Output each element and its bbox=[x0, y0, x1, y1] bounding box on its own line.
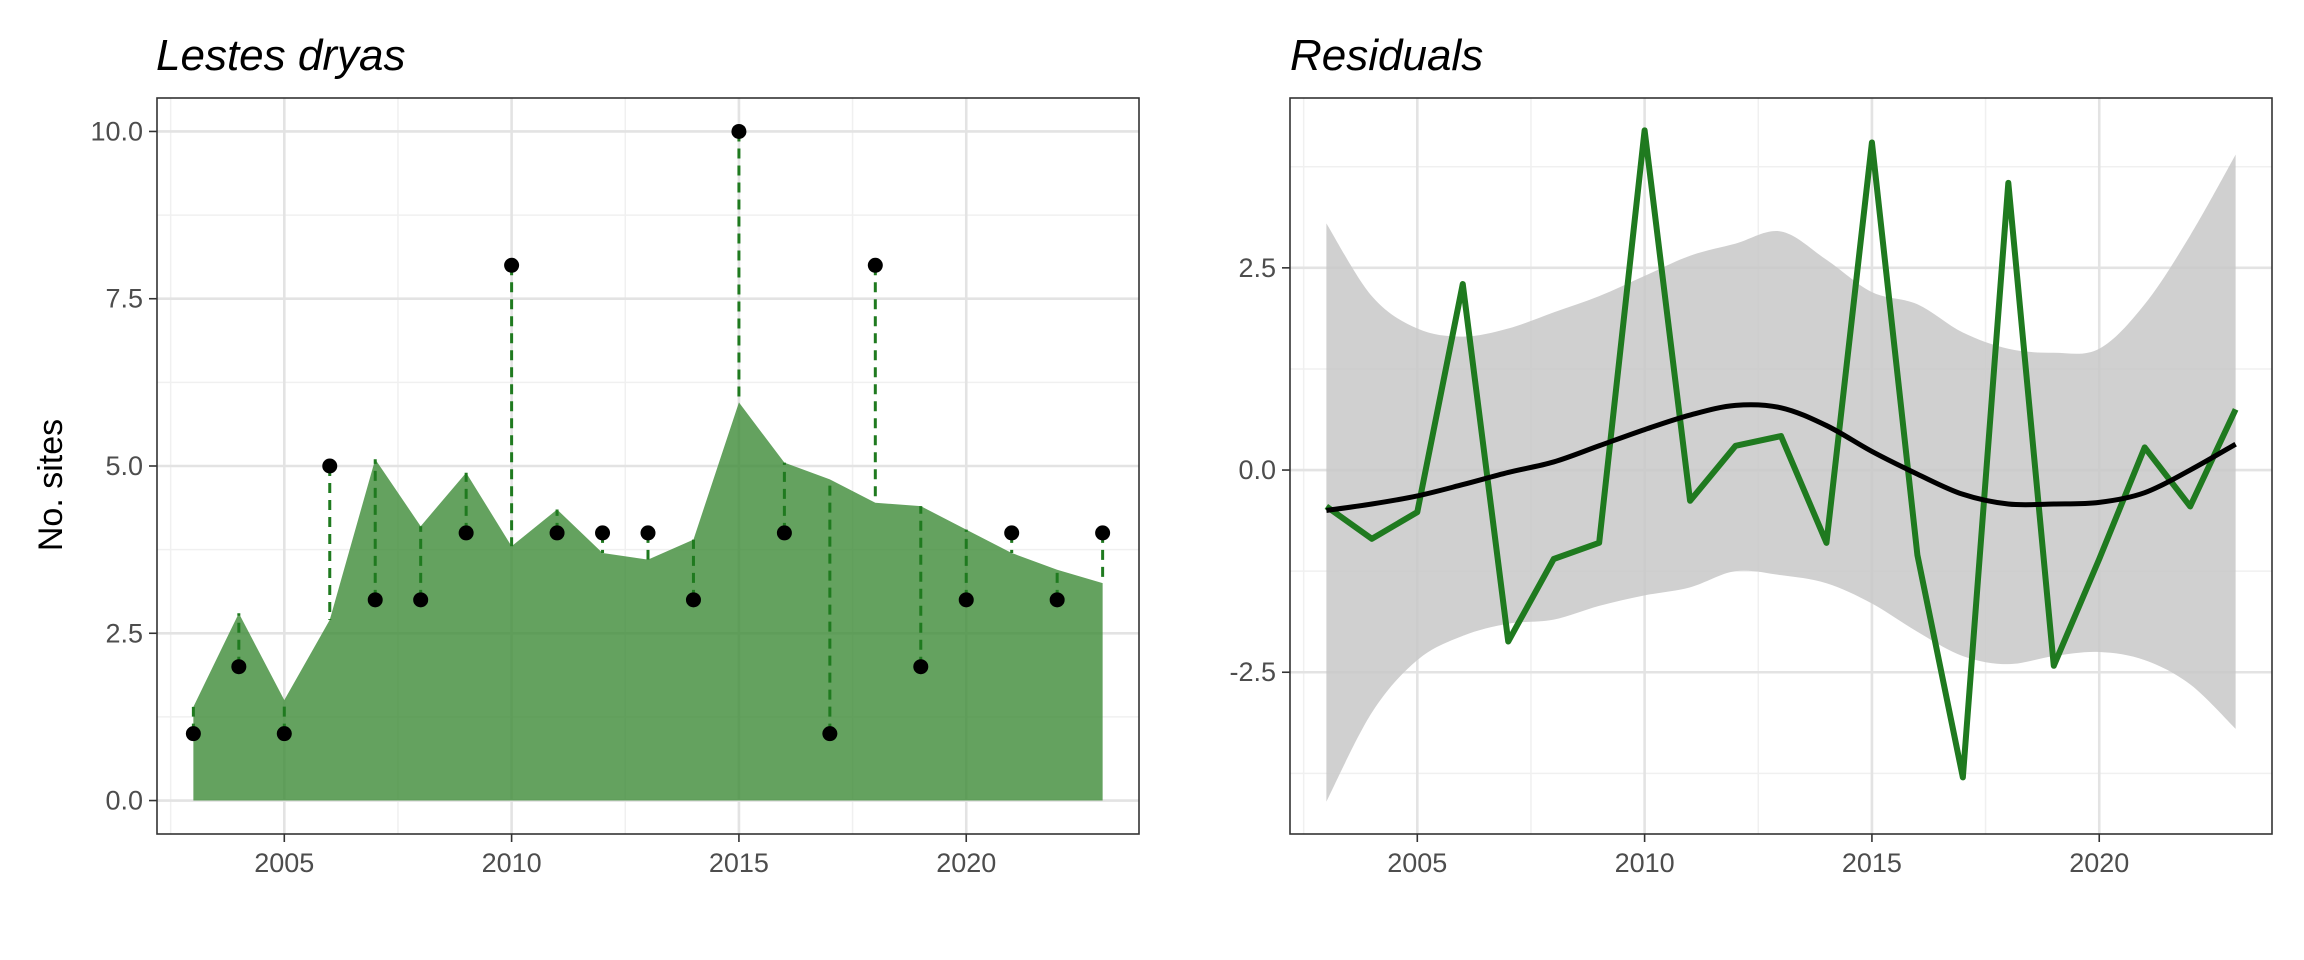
observed-point bbox=[185, 726, 201, 742]
observed-point bbox=[504, 257, 520, 273]
residual-line-layer bbox=[1324, 127, 2239, 781]
x-tick-label: 2010 bbox=[482, 848, 542, 878]
x-tick-label: 2020 bbox=[936, 848, 996, 878]
y-tick-label: 2.5 bbox=[1238, 253, 1276, 283]
observed-point bbox=[867, 257, 883, 273]
observed-point bbox=[776, 525, 792, 541]
observed-point bbox=[549, 525, 565, 541]
observed-point bbox=[822, 726, 838, 742]
chart-title-residuals: Residuals bbox=[1290, 31, 1483, 80]
observed-point bbox=[1095, 525, 1111, 541]
observed-point bbox=[685, 592, 701, 608]
residual-line bbox=[1324, 127, 2239, 781]
observed-point bbox=[640, 525, 656, 541]
fitted-area-layer bbox=[193, 402, 1103, 801]
observed-point bbox=[322, 458, 338, 474]
confidence-ribbon-layer bbox=[1326, 154, 2236, 802]
observed-point bbox=[231, 659, 247, 675]
x-tick-label: 2010 bbox=[1615, 848, 1675, 878]
observed-point bbox=[458, 525, 474, 541]
observed-point bbox=[731, 123, 747, 139]
x-axis-residuals: 2005 2010 2015 2020 bbox=[1387, 834, 2129, 878]
x-tick-label: 2005 bbox=[1387, 848, 1447, 878]
panel-observed: Lestes dryas No. sites 2005 2010 2015 2020 … bbox=[32, 31, 1140, 878]
y-axis-label: No. sites bbox=[32, 419, 70, 551]
y-tick-label: 5.0 bbox=[105, 451, 143, 481]
observed-point bbox=[276, 726, 292, 742]
confidence-ribbon bbox=[1326, 154, 2236, 802]
observed-point bbox=[367, 592, 383, 608]
y-tick-label: 0.0 bbox=[1238, 455, 1276, 485]
y-tick-label: 0.0 bbox=[105, 786, 143, 816]
observed-points-layer bbox=[185, 123, 1111, 742]
y-tick-label: 2.5 bbox=[105, 618, 143, 648]
y-tick-label: 10.0 bbox=[90, 116, 143, 146]
chart-title-observed: Lestes dryas bbox=[156, 31, 405, 80]
observed-point bbox=[1004, 525, 1020, 541]
y-axis-residuals: -2.5 0.0 2.5 bbox=[1229, 253, 1290, 687]
x-tick-label: 2020 bbox=[2069, 848, 2129, 878]
x-axis-observed: 2005 2010 2015 2020 bbox=[254, 834, 996, 878]
y-axis-observed: 0.0 2.5 5.0 7.5 10.0 bbox=[90, 116, 157, 816]
observed-point bbox=[913, 659, 929, 675]
observed-point bbox=[413, 592, 429, 608]
x-tick-label: 2015 bbox=[1842, 848, 1902, 878]
y-tick-label: -2.5 bbox=[1229, 657, 1276, 687]
y-tick-label: 7.5 bbox=[105, 284, 143, 314]
smooth-line-layer bbox=[1326, 402, 2237, 513]
observed-point bbox=[958, 592, 974, 608]
fitted-area bbox=[193, 402, 1103, 801]
panel-residuals: Residuals 2005 2010 2015 2020 -2.5 0.0 2.5 bbox=[1229, 31, 2273, 878]
observed-point bbox=[1049, 592, 1065, 608]
smooth-line bbox=[1326, 402, 2237, 513]
x-tick-label: 2005 bbox=[254, 848, 314, 878]
x-tick-label: 2015 bbox=[709, 848, 769, 878]
plot-border-residuals bbox=[1289, 97, 2273, 835]
observed-point bbox=[595, 525, 611, 541]
